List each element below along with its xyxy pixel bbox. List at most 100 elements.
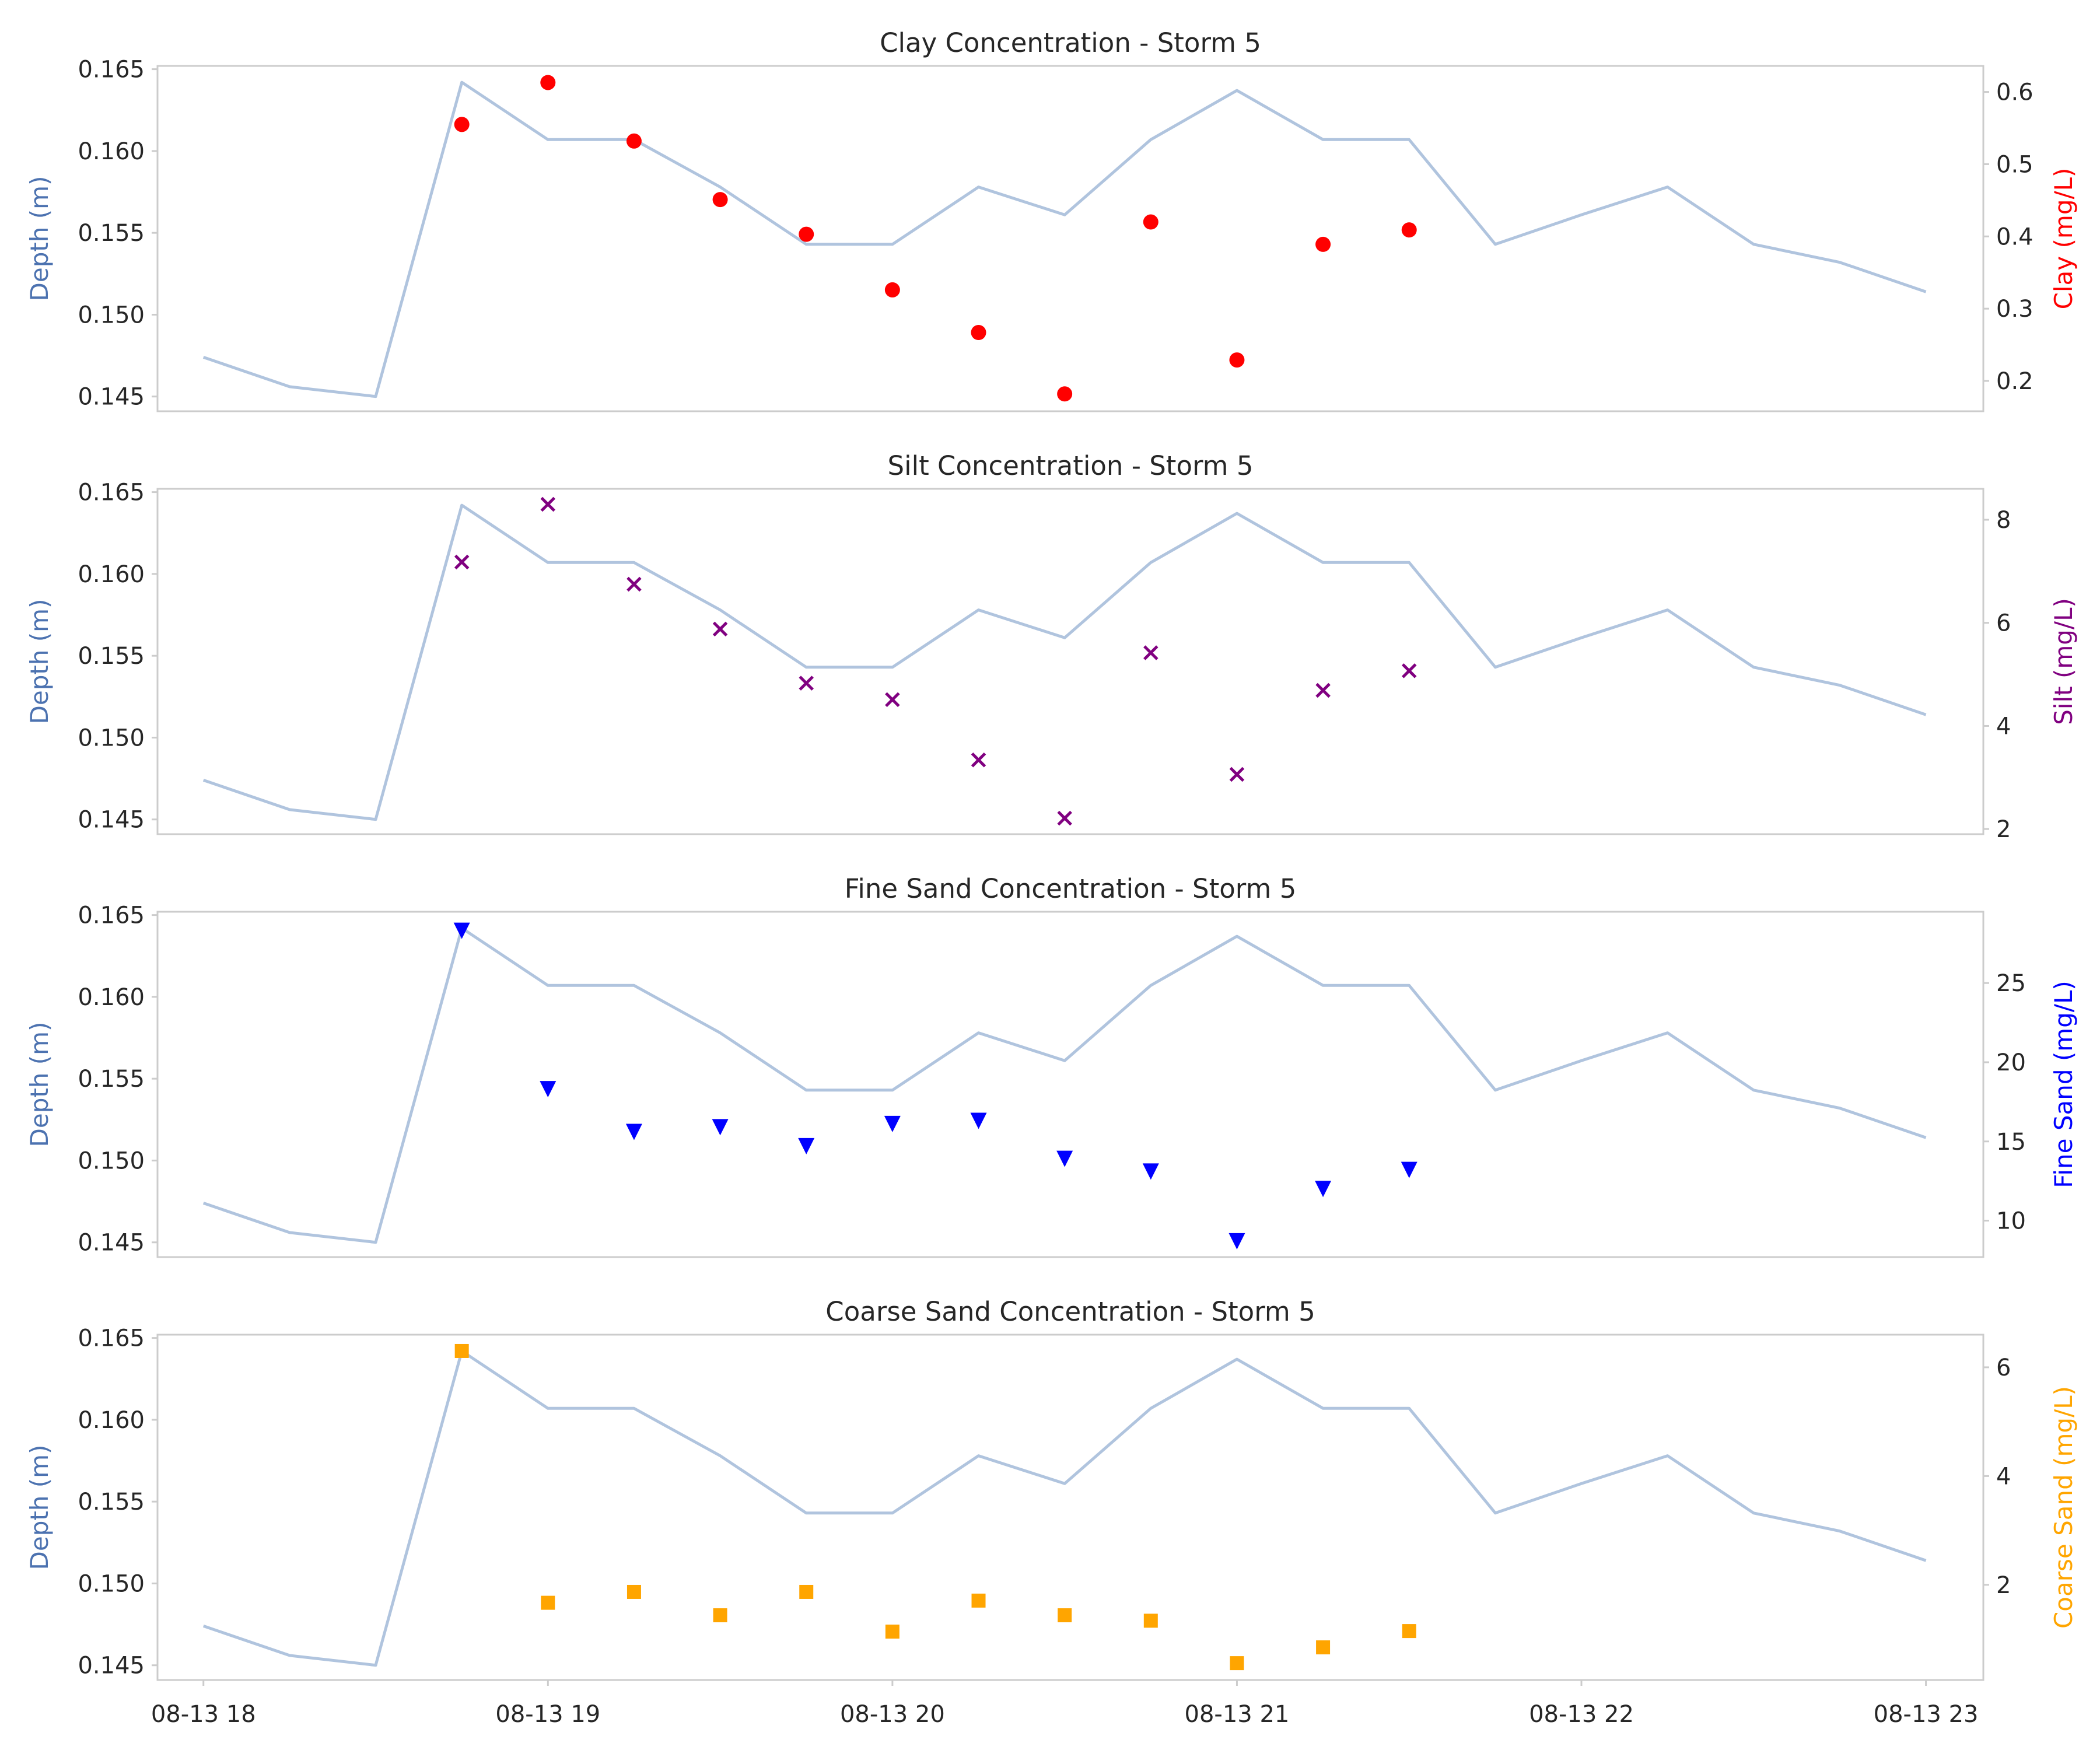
panel-fine-sand: Fine Sand Concentration - Storm 5 0.145 0.… <box>25 873 2078 1258</box>
right-tick-label: 10 <box>1996 1208 2026 1235</box>
panel-clay: Clay Concentration - Storm 5 0.145 0.150 0.… <box>25 27 2078 412</box>
clay-point <box>540 75 556 90</box>
fine-sand-point <box>1056 1150 1073 1167</box>
axes-frame <box>156 488 1985 835</box>
clay-point <box>1315 236 1331 252</box>
silt-point <box>1057 810 1072 826</box>
panel-silt: Silt Concentration - Storm 5 0.145 0.150 0.… <box>25 450 2078 843</box>
silt-point <box>540 496 556 512</box>
silt-point <box>885 692 900 708</box>
left-tick-label: 0.145 <box>78 1653 145 1679</box>
x-tick-label: 08-13 21 <box>1185 1701 1290 1728</box>
fine-sand-point <box>970 1112 987 1129</box>
left-tick-label: 0.150 <box>78 724 145 751</box>
fine-sand-point <box>453 922 470 939</box>
coarse-sand-point <box>626 1584 641 1599</box>
left-tick-label: 0.150 <box>78 1147 145 1174</box>
left-tick-label: 0.165 <box>78 1325 145 1352</box>
silt-point <box>712 621 728 637</box>
x-tick-label: 08-13 18 <box>151 1701 256 1728</box>
coarse-sand-point <box>885 1625 900 1639</box>
left-tick-label: 0.155 <box>78 1066 145 1093</box>
depth-line <box>202 1349 1927 1667</box>
x-tick-label: 08-13 19 <box>495 1701 600 1728</box>
x-tick-label: 08-13 23 <box>1874 1701 1979 1728</box>
silt-point <box>626 576 642 592</box>
left-tick-label: 0.155 <box>78 220 145 247</box>
axes-frame <box>156 1334 1985 1681</box>
left-tick-label: 0.145 <box>78 807 145 834</box>
left-tick-label: 0.165 <box>78 902 145 929</box>
left-tick-label: 0.160 <box>78 1407 145 1434</box>
x-tick-label: 08-13 22 <box>1529 1701 1634 1728</box>
clay-point <box>1143 214 1158 230</box>
left-tick-label: 0.150 <box>78 1570 145 1597</box>
left-axis-label: Depth (m) <box>25 599 54 724</box>
left-tick-label: 0.160 <box>78 138 145 165</box>
coarse-sand-point <box>1402 1624 1416 1639</box>
right-tick-label: 6 <box>1996 610 2011 637</box>
left-tick-label: 0.145 <box>78 1230 145 1256</box>
right-axis-label: Coarse Sand (mg/L) <box>2049 1386 2078 1629</box>
clay-point <box>626 133 642 149</box>
clay-point <box>1229 352 1245 368</box>
depth-line <box>202 503 1927 821</box>
left-axis-label: Depth (m) <box>25 1022 54 1147</box>
fine-sand-point <box>540 1081 556 1098</box>
fine-sand-point <box>884 1115 901 1132</box>
depth-line <box>202 926 1927 1244</box>
right-axis-label: Clay (mg/L) <box>2049 168 2078 310</box>
left-axis-label: Depth (m) <box>25 176 54 302</box>
coarse-sand-point <box>971 1593 986 1608</box>
silt-point <box>1229 766 1245 782</box>
right-tick-label: 0.6 <box>1996 79 2034 106</box>
clay-point <box>1057 386 1073 402</box>
fine-sand-point <box>1228 1233 1245 1250</box>
left-axis-label: Depth (m) <box>25 1445 54 1570</box>
right-tick-label: 4 <box>1996 1463 2011 1490</box>
fine-sand-point <box>625 1124 642 1140</box>
chart-title: Clay Concentration - Storm 5 <box>880 27 1261 58</box>
right-tick-label: 2 <box>1996 1572 2011 1599</box>
axes-frame <box>156 911 1985 1258</box>
right-tick-label: 0.5 <box>1996 151 2034 178</box>
right-tick-label: 0.4 <box>1996 223 2034 250</box>
right-tick-label: 8 <box>1996 507 2011 534</box>
clay-point <box>454 117 470 132</box>
left-tick-label: 0.145 <box>78 384 145 411</box>
coarse-sand-point <box>454 1343 469 1358</box>
coarse-sand-point <box>799 1584 814 1599</box>
axes-frame <box>156 65 1985 412</box>
right-tick-label: 0.3 <box>1996 296 2034 323</box>
coarse-sand-point <box>1058 1608 1072 1623</box>
coarse-sand-point <box>1230 1656 1244 1671</box>
silt-point <box>971 752 986 768</box>
right-tick-label: 2 <box>1996 816 2011 843</box>
depth-line <box>202 80 1927 398</box>
x-tick-label: 08-13 20 <box>840 1701 945 1728</box>
chart-title: Silt Concentration - Storm 5 <box>888 450 1254 481</box>
clay-point <box>971 325 986 341</box>
fine-sand-point <box>1315 1181 1332 1198</box>
fine-sand-point <box>798 1138 815 1154</box>
left-tick-label: 0.150 <box>78 302 145 328</box>
right-tick-label: 20 <box>1996 1049 2026 1076</box>
clay-point <box>884 282 900 298</box>
chart-title: Coarse Sand Concentration - Storm 5 <box>825 1296 1315 1327</box>
right-axis-label: Fine Sand (mg/L) <box>2049 981 2078 1188</box>
clay-point <box>712 192 728 208</box>
left-tick-label: 0.160 <box>78 561 145 588</box>
fine-sand-point <box>1401 1161 1418 1178</box>
right-tick-label: 25 <box>1996 970 2026 997</box>
clay-point <box>799 226 814 242</box>
coarse-sand-point <box>1143 1614 1158 1628</box>
left-tick-label: 0.155 <box>78 1489 145 1516</box>
right-tick-label: 6 <box>1996 1354 2011 1381</box>
left-tick-label: 0.165 <box>78 480 145 506</box>
coarse-sand-point <box>1316 1640 1331 1655</box>
left-tick-label: 0.165 <box>78 57 145 83</box>
coarse-sand-point <box>541 1595 555 1610</box>
left-tick-label: 0.155 <box>78 643 145 670</box>
fine-sand-point <box>1142 1163 1159 1180</box>
